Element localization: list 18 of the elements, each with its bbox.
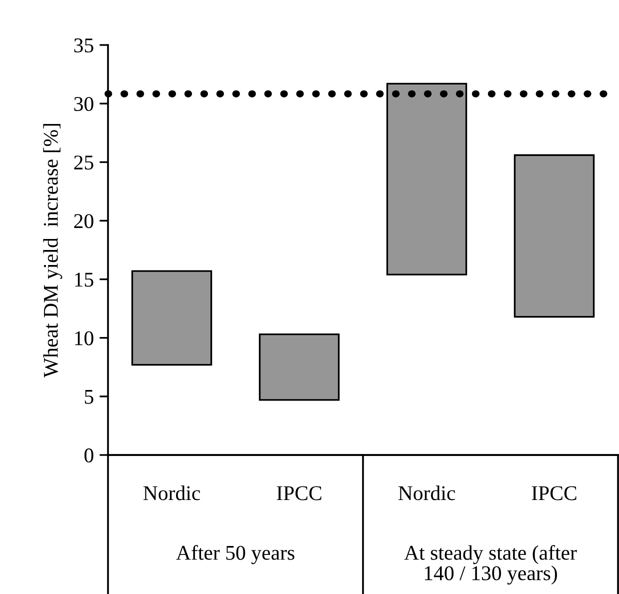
x-tick-label: Nordic xyxy=(398,486,456,500)
bar xyxy=(131,270,212,366)
x-tick-label: IPCC xyxy=(532,486,576,500)
text: At steady state (after 140 / 130 years) xyxy=(404,545,577,585)
y-tick-label: 10 xyxy=(75,331,94,346)
y-tick-label: 15 xyxy=(75,272,94,287)
y-tick-label: 25 xyxy=(74,156,94,170)
x-tick-label: IPCC xyxy=(276,486,322,500)
y-tick-label: 5 xyxy=(84,390,94,404)
y-tick-label: 20 xyxy=(74,214,94,228)
bar xyxy=(514,154,595,318)
text: After 50 years xyxy=(176,545,294,564)
y-tick-label: 0 xyxy=(84,448,94,462)
bar xyxy=(258,334,340,401)
y-axis-title: Wheat DM yield increase [%] xyxy=(43,124,62,378)
y-tick-label: 35 xyxy=(74,38,94,52)
y-tick-label: 30 xyxy=(74,96,94,112)
x-tick-label: Nordic xyxy=(143,486,200,500)
